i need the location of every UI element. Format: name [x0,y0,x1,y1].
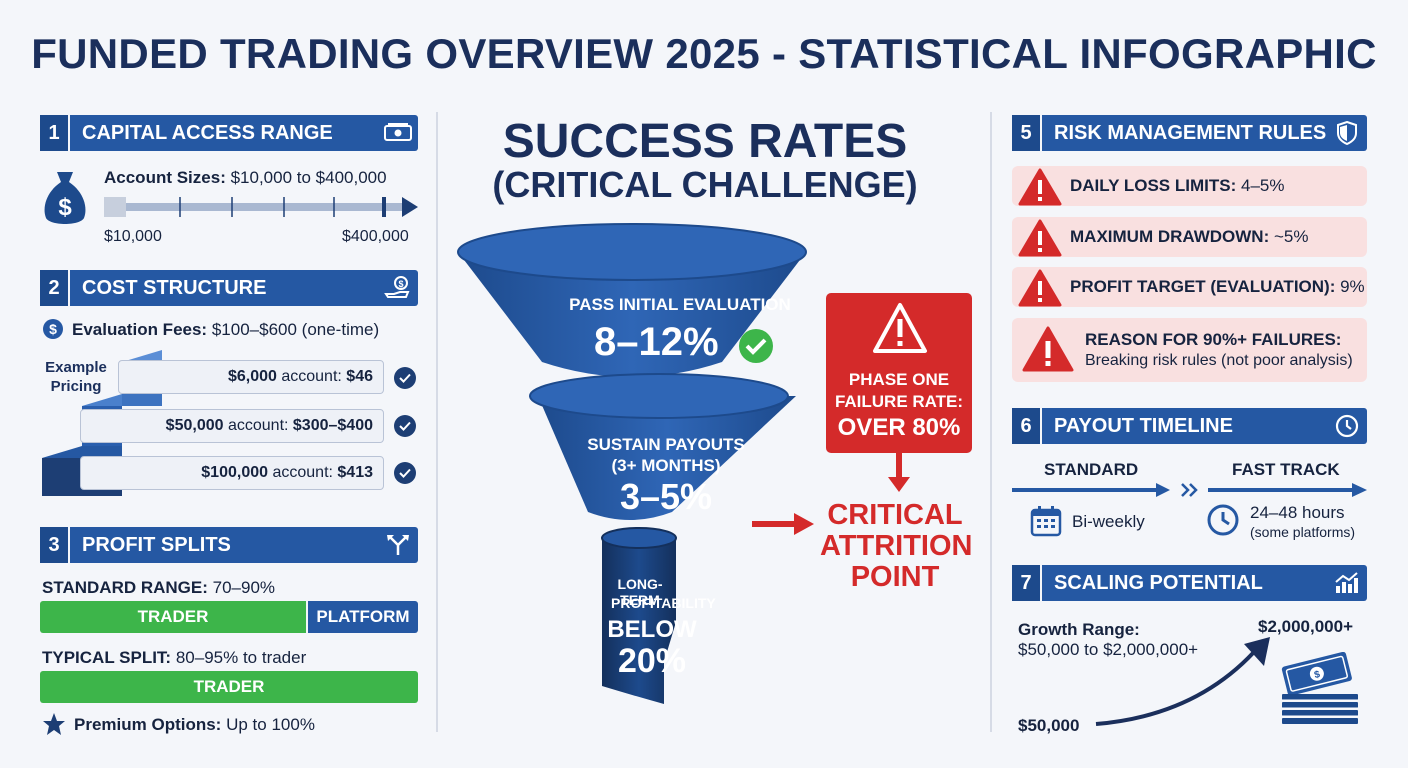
stage3-value-1: BELOW [607,616,697,643]
standard-range-text: STANDARD RANGE: 70–90% [42,578,276,597]
stage2-sub: (3+ MONTHS) [611,456,721,475]
stage3-sub: PROFITABILITY [611,595,716,611]
failure-reason-card: REASON FOR 90%+ FAILURES: Breaking risk … [1012,318,1367,382]
section-number: 5 [1012,115,1042,151]
capital-range-bar [104,195,420,226]
growth-top-value: $2,000,000+ [1258,617,1354,636]
stage2-value: 3–5% [619,476,713,517]
cash-stack-icon: $ [1276,651,1366,737]
money-bag-icon: $ [40,168,90,233]
splits-header: 3 PROFIT SPLITS [40,527,418,563]
success-funnel [450,222,820,727]
growth-arrow [1094,636,1274,737]
svg-text:$: $ [1313,669,1321,681]
standard-label: STANDARD [1044,460,1139,479]
trader-typical-bar: TRADER [40,671,418,703]
calendar-icon [1030,505,1062,542]
reason-label: REASON FOR 90%+ FAILURES: [1085,330,1342,349]
alert-line-3: OVER 80% [837,414,961,441]
section-number: 7 [1012,565,1042,601]
capital-min: $10,000 [104,228,162,245]
stage3-value-2: 20% [617,642,687,680]
capital-max: $400,000 [342,228,409,245]
pricing-row: $6,000 account: $46 [118,360,384,394]
risk-rule: MAXIMUM DRAWDOWN: ~5% [1012,217,1367,257]
section-number: 3 [40,527,70,563]
evaluation-fees-text: Evaluation Fees: $100–$600 (one-time) [72,320,380,339]
stage1-label: PASS INITIAL EVALUATION [569,295,791,314]
svg-text:$: $ [49,321,57,337]
capital-header: 1 CAPITAL ACCESS RANGE [40,115,418,151]
typical-split-text: TYPICAL SPLIT: 80–95% to trader [42,648,307,667]
dollar-coin-icon: $ [42,318,64,345]
stage3-label: LONG-TERM [617,576,663,608]
section-number: 2 [40,270,70,306]
warning-icon [872,302,928,359]
stage2-label: SUSTAIN PAYOUTS [587,435,745,454]
fast-note: (some platforms) [1250,524,1356,540]
svg-text:$: $ [398,279,403,289]
split-arrows-icon [378,527,418,563]
growth-start-value: $50,000 [1018,716,1080,735]
success-rates-subtitle: (CRITICAL CHALLENGE) [492,164,918,205]
shield-icon [1327,115,1367,151]
down-arrow-icon [887,453,911,498]
fast-value: 24–48 hours [1250,503,1345,522]
cost-header: 2 COST STRUCTURE $ [40,270,418,306]
account-sizes-text: Account Sizes: $10,000 to $400,000 [104,168,387,187]
example-pricing-label: Example Pricing [45,359,107,395]
star-icon [42,712,66,741]
clock-icon [1327,408,1367,444]
risk-rule: PROFIT TARGET (EVALUATION): 9% [1012,267,1367,307]
right-divider [990,112,992,732]
stopwatch-icon [1206,503,1240,542]
fast-track-label: FAST TRACK [1232,460,1340,479]
section-number: 1 [40,115,70,151]
green-check-icon [738,328,774,369]
section-title: PROFIT SPLITS [82,533,231,556]
premium-options-text: Premium Options: Up to 100% [74,715,315,734]
standard-value: Bi-weekly [1072,512,1145,531]
svg-text:$: $ [58,194,72,221]
alert-line-1: PHASE ONE [848,370,950,389]
stage1-value: 8–12% [594,320,719,364]
check-icon [394,462,416,484]
section-title: RISK MANAGEMENT RULES [1054,121,1327,144]
trader-share-bar: TRADER [40,601,306,633]
risk-header: 5 RISK MANAGEMENT RULES [1012,115,1367,151]
section-number: 6 [1012,408,1042,444]
payout-header: 6 PAYOUT TIMELINE [1012,408,1367,444]
success-rates-title: SUCCESS RATES [502,115,908,168]
critical-attrition-point: CRITICAL ATTRITION POINT [820,499,973,593]
section-title: COST STRUCTURE [82,276,267,299]
hand-coin-icon: $ [378,270,418,306]
growth-chart-icon [1327,565,1367,601]
section-title: SCALING POTENTIAL [1054,571,1263,594]
left-divider [436,112,438,732]
section-title: CAPITAL ACCESS RANGE [82,121,333,144]
cash-icon [378,115,418,151]
reason-value: Breaking risk rules (not poor analysis) [1085,352,1353,369]
scaling-header: 7 SCALING POTENTIAL [1012,565,1367,601]
check-icon [394,415,416,437]
right-arrow-icon [752,512,816,541]
growth-range-value: $50,000 to $2,000,000+ [1018,640,1199,659]
alert-line-2: FAILURE RATE: [834,392,964,411]
risk-rule: DAILY LOSS LIMITS: 4–5% [1012,166,1367,206]
page-title: FUNDED TRADING OVERVIEW 2025 - STATISTIC… [31,30,1377,77]
check-icon [394,367,416,389]
pricing-row: $100,000 account: $413 [80,456,384,490]
payout-arrows [1012,480,1368,505]
growth-range-label: Growth Range: [1018,620,1140,639]
section-title: PAYOUT TIMELINE [1054,414,1233,437]
platform-share-bar: PLATFORM [308,601,418,633]
pricing-row: $50,000 account: $300–$400 [80,409,384,443]
